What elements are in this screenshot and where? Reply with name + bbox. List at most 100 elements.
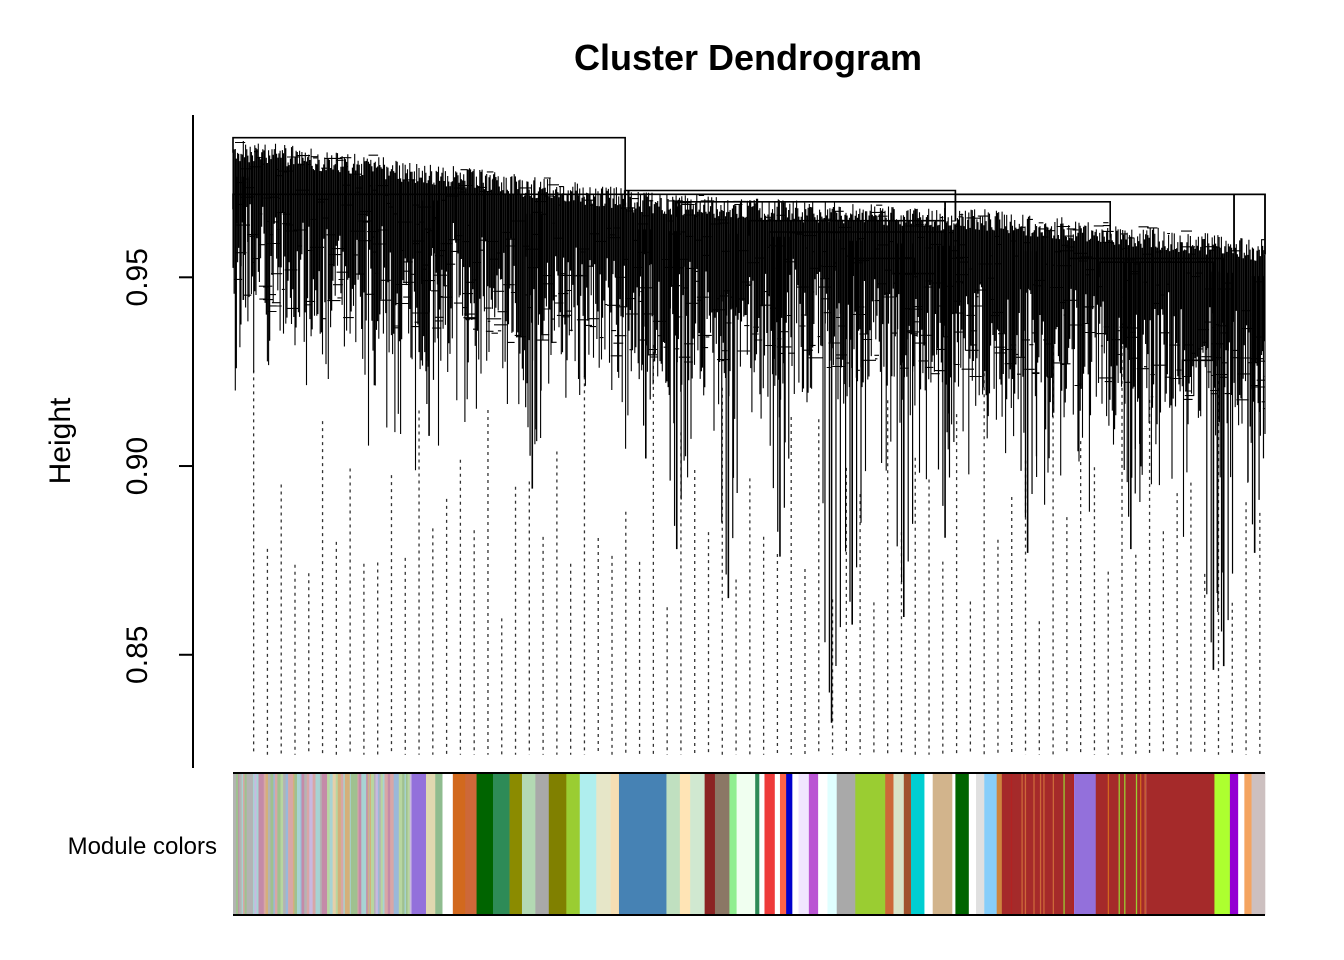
module-color-segment	[1251, 773, 1266, 915]
module-color-segment	[893, 773, 905, 915]
module-color-segment	[411, 773, 427, 915]
module-color-segment	[521, 773, 536, 915]
module-color-strip	[267, 773, 271, 915]
module-color-strip	[407, 773, 411, 915]
module-color-strip	[297, 773, 301, 915]
module-color-segment	[786, 773, 793, 915]
module-colors-label: Module colors	[68, 833, 217, 860]
module-color-strip	[354, 773, 358, 915]
module-color-strip	[398, 773, 403, 915]
module-color-strip	[246, 773, 251, 915]
module-color-segment	[714, 773, 730, 915]
module-color-segment	[976, 773, 985, 915]
module-color-strip	[280, 773, 284, 915]
module-color-segment	[476, 773, 494, 915]
module-color-strip	[367, 773, 370, 915]
y-axis: 0.85 0.90 0.95	[121, 115, 194, 768]
module-color-strip	[377, 773, 380, 915]
module-color-strip	[395, 773, 400, 915]
module-color-segment	[878, 773, 886, 915]
module-color-strip	[357, 773, 359, 915]
module-color-segment	[818, 773, 828, 915]
module-color-segment	[452, 773, 466, 915]
module-color-segment	[1095, 773, 1147, 915]
module-color-segment	[596, 773, 612, 915]
module-color-strip	[277, 773, 281, 915]
merge-bracket	[1099, 261, 1215, 278]
module-color-strip	[370, 773, 375, 915]
module-color-strip	[337, 773, 342, 915]
module-color-strip	[238, 773, 240, 915]
module-color-segment	[442, 773, 454, 915]
merge-bracket	[232, 136, 626, 206]
module-color-segment	[911, 773, 925, 915]
module-color-strip	[317, 773, 321, 915]
module-color-strip	[387, 773, 391, 915]
module-color-strip	[1033, 773, 1035, 915]
y-tick-label: 0.95	[121, 248, 154, 306]
module-color-strip	[384, 773, 389, 915]
module-color-strip	[233, 773, 237, 915]
dendrogram-tree	[232, 136, 1266, 755]
module-color-strip	[252, 773, 255, 915]
merge-bracket	[1233, 193, 1266, 255]
module-color-segment	[855, 773, 879, 915]
module-color-strip	[283, 773, 286, 915]
module-color-strip	[239, 773, 242, 915]
module-color-strip	[379, 773, 382, 915]
module-color-segment	[1238, 773, 1245, 915]
module-color-strip	[274, 773, 278, 915]
module-color-segment	[798, 773, 810, 915]
module-color-segment	[836, 773, 856, 915]
module-color-segment	[1146, 773, 1215, 915]
module-color-strip	[300, 773, 302, 915]
module-color-strip	[1021, 773, 1023, 915]
module-color-strip	[344, 773, 349, 915]
module-color-segment	[924, 773, 933, 915]
module-color-segment	[704, 773, 716, 915]
module-color-strip	[358, 773, 362, 915]
module-color-strip	[361, 773, 365, 915]
module-color-strip	[1140, 773, 1142, 915]
module-color-segment	[968, 773, 977, 915]
module-color-strip	[301, 773, 304, 915]
module-color-segment	[1244, 773, 1252, 915]
module-color-segment	[509, 773, 523, 915]
module-color-segment	[535, 773, 550, 915]
module-color-segment	[885, 773, 894, 915]
module-color-strip	[294, 773, 298, 915]
module-color-strip	[335, 773, 339, 915]
module-color-segment	[435, 773, 443, 915]
module-color-segment	[903, 773, 912, 915]
module-color-strip	[1124, 773, 1126, 915]
module-color-strip	[409, 773, 412, 915]
module-color-segment	[808, 773, 819, 915]
module-color-segment	[1001, 773, 1075, 915]
module-color-segment	[548, 773, 567, 915]
module-color-strip	[258, 773, 262, 915]
module-color-strip	[306, 773, 310, 915]
module-color-strip	[1039, 773, 1042, 915]
module-color-segment	[493, 773, 510, 915]
module-color-strip	[321, 773, 325, 915]
module-color-segment	[666, 773, 681, 915]
module-color-strip	[369, 773, 372, 915]
module-color-segment	[566, 773, 581, 915]
dendrogram-dense-branches	[232, 138, 1266, 537]
module-color-strip	[347, 773, 351, 915]
module-color-strip	[340, 773, 344, 915]
merge-bracket	[892, 272, 936, 289]
module-color-strip	[242, 773, 245, 915]
module-color-segment	[690, 773, 705, 915]
module-color-segment	[774, 773, 781, 915]
module-color-strip	[309, 773, 313, 915]
module-color-strip	[285, 773, 289, 915]
module-color-strip	[304, 773, 308, 915]
module-color-strip	[391, 773, 395, 915]
module-color-strip	[261, 773, 265, 915]
module-color-segment	[952, 773, 956, 915]
module-color-strip	[343, 773, 346, 915]
module-color-segment	[755, 773, 760, 915]
merge-bracket	[768, 231, 946, 248]
module-color-segment	[932, 773, 953, 915]
